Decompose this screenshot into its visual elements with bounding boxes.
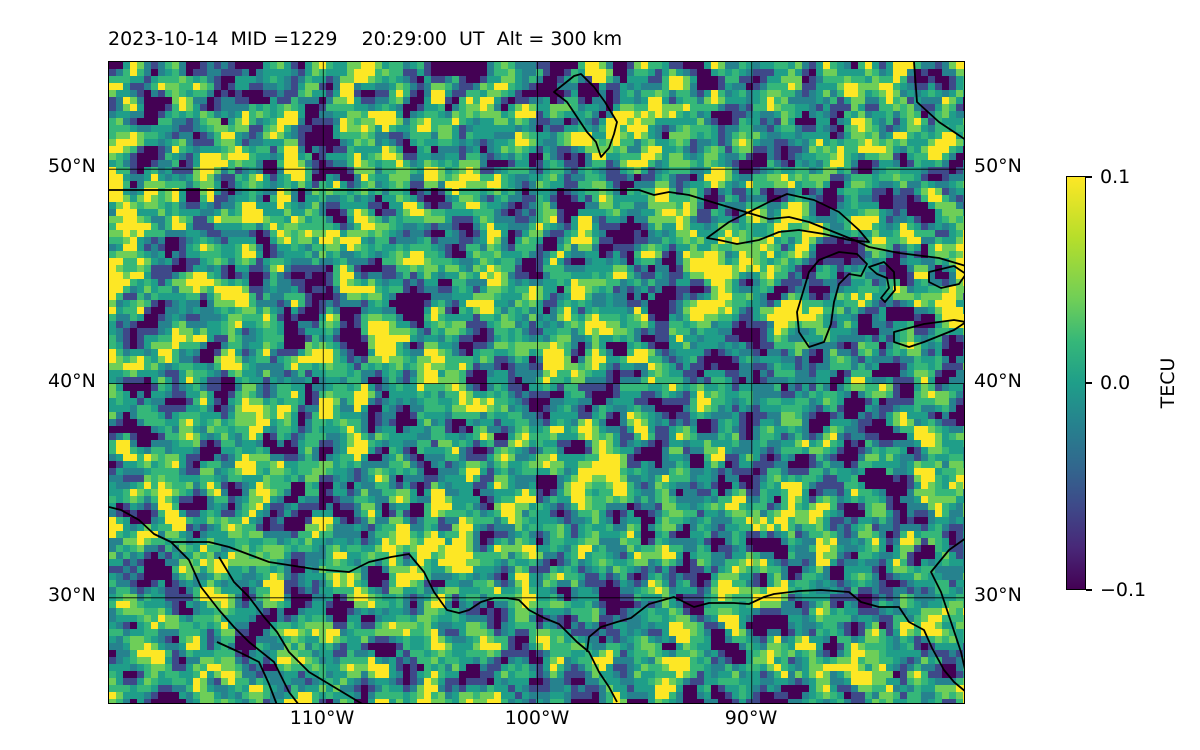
map-canvas xyxy=(109,62,964,703)
lat-label-right-50: 50°N xyxy=(974,155,1022,177)
sonora-coast xyxy=(218,556,363,703)
coastlines xyxy=(109,62,964,703)
graticule xyxy=(109,62,964,703)
colorbar-label-zero: 0.0 xyxy=(1100,372,1131,394)
lat-label-left-40: 40°N xyxy=(48,370,96,392)
us-mexico-border xyxy=(109,506,618,703)
hudson-bay-coast xyxy=(553,73,618,158)
colorbar-tick-max xyxy=(1086,176,1092,178)
lake-ontario xyxy=(928,265,964,289)
lon-label-90w: 90°W xyxy=(724,707,778,729)
lake-huron xyxy=(868,261,896,303)
lake-superior xyxy=(706,193,870,245)
gulf-coast xyxy=(586,589,964,692)
colorbar-tick-zero xyxy=(1086,382,1092,384)
tec-pixel-grid xyxy=(109,62,964,703)
lat-label-left-50: 50°N xyxy=(48,155,96,177)
us-canada-border xyxy=(109,189,964,267)
lake-michigan xyxy=(796,251,868,348)
east-coast-south xyxy=(930,538,964,670)
colorbar-tick-min xyxy=(1086,589,1092,591)
map-panel xyxy=(108,61,965,704)
lat-label-right-30: 30°N xyxy=(974,584,1022,606)
lat-label-left-30: 30°N xyxy=(48,584,96,606)
lon-label-100w: 100°W xyxy=(504,707,570,729)
baja-coast xyxy=(170,541,299,703)
lake-erie xyxy=(893,319,964,348)
colorbar-title: TECU xyxy=(1157,357,1179,409)
east-coast-north xyxy=(913,62,964,140)
colorbar-label-max: 0.1 xyxy=(1100,166,1131,188)
pacific-coast xyxy=(216,641,278,703)
colorbar xyxy=(1066,176,1086,590)
lon-label-110w: 110°W xyxy=(289,707,355,729)
lat-label-right-40: 40°N xyxy=(974,370,1022,392)
colorbar-label-min: −0.1 xyxy=(1100,579,1147,601)
plot-title: 2023-10-14 MID =1229 20:29:00 UT Alt = 3… xyxy=(108,28,623,50)
